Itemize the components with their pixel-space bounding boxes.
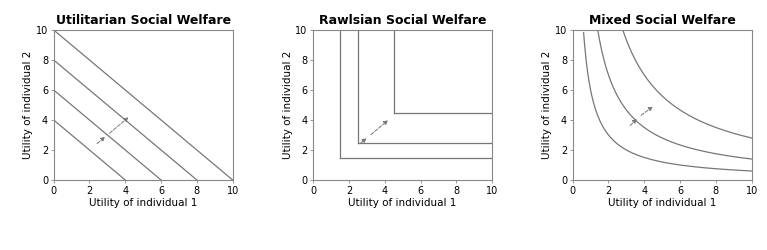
Title: Rawlsian Social Welfare: Rawlsian Social Welfare bbox=[319, 14, 486, 28]
X-axis label: Utility of individual 1: Utility of individual 1 bbox=[608, 198, 716, 208]
X-axis label: Utility of individual 1: Utility of individual 1 bbox=[89, 198, 197, 208]
Y-axis label: Utility of individual 2: Utility of individual 2 bbox=[282, 51, 292, 159]
Title: Utilitarian Social Welfare: Utilitarian Social Welfare bbox=[56, 14, 231, 28]
Y-axis label: Utility of individual 2: Utility of individual 2 bbox=[542, 51, 552, 159]
Title: Mixed Social Welfare: Mixed Social Welfare bbox=[589, 14, 736, 28]
Y-axis label: Utility of individual 2: Utility of individual 2 bbox=[23, 51, 33, 159]
X-axis label: Utility of individual 1: Utility of individual 1 bbox=[348, 198, 457, 208]
